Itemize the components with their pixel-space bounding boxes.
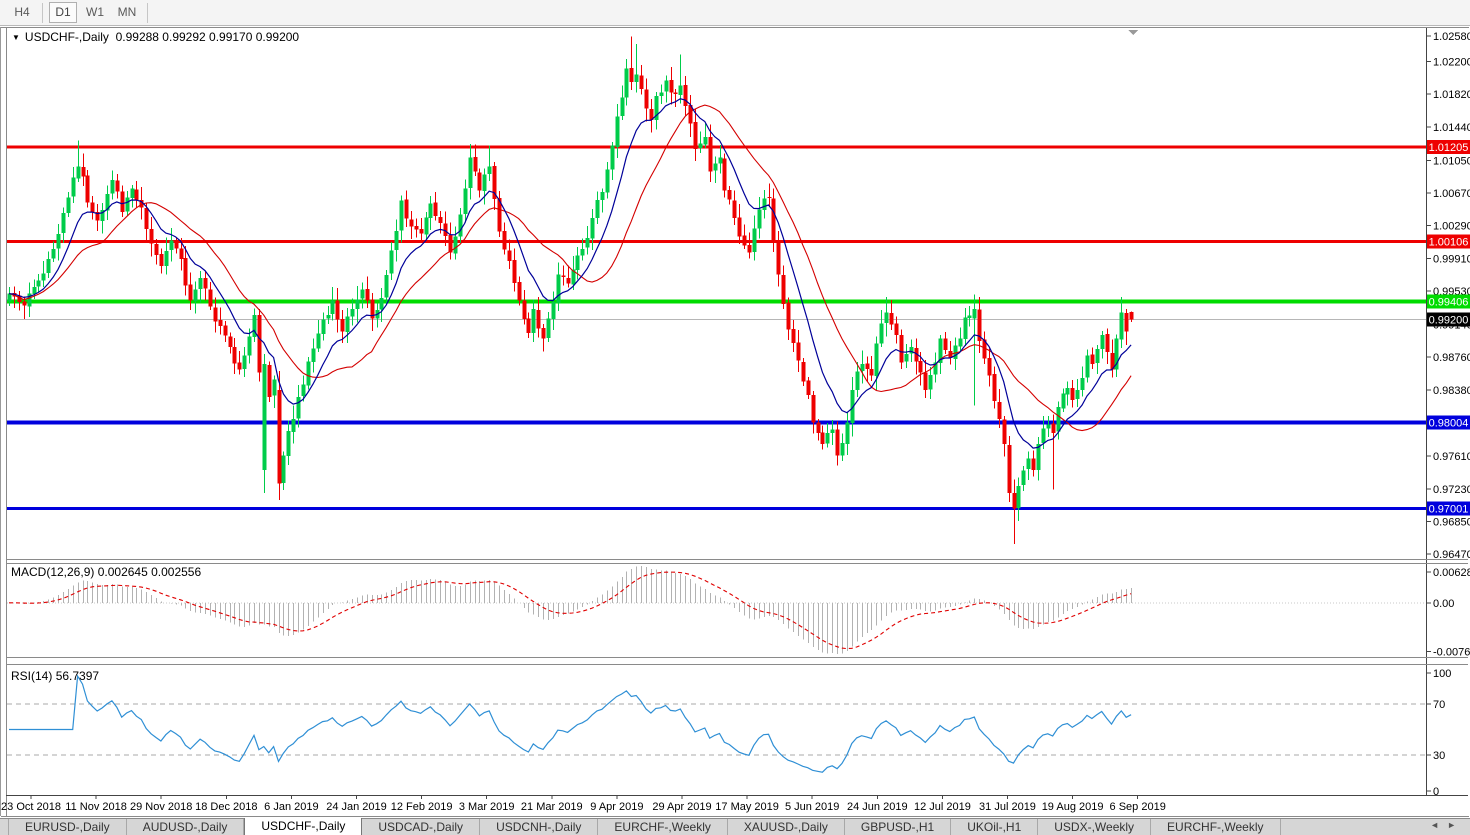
rsi-line [9,674,1132,773]
current-price-badge [1427,312,1470,327]
svg-text:29 Apr 2019: 29 Apr 2019 [652,801,711,813]
tab-scroll-left-icon[interactable]: ◄ [1430,820,1448,830]
chart-tab-GBPUSD-H1[interactable]: GBPUSD-,H1 [845,819,952,835]
svg-text:3 Mar 2019: 3 Mar 2019 [459,801,515,813]
rsi-indicator-label: RSI(14) 56.7397 [11,669,99,683]
chart-shift-marker-icon[interactable] [1128,30,1138,35]
svg-text:18 Dec 2018: 18 Dec 2018 [195,801,257,813]
timeframe-button-W1[interactable]: W1 [86,5,104,19]
svg-text:0.99910: 0.99910 [1433,253,1470,265]
svg-text:24 Jun 2019: 24 Jun 2019 [847,801,908,813]
chart-tab-USDCNH-Daily[interactable]: USDCNH-,Daily [480,819,599,835]
chart-tab-bar: EURUSD-,Daily AUDUSD-,Daily USDCHF-,Daily U… [0,818,1470,835]
rsi-value: 56.7397 [55,669,100,683]
svg-text:0.96470: 0.96470 [1433,549,1470,561]
tab-scroll-arrows: ◄► [1430,820,1464,830]
svg-text:11 Nov 2018: 11 Nov 2018 [65,801,127,813]
timeframe-button-MN[interactable]: MN [117,5,137,19]
svg-text:6 Jan 2019: 6 Jan 2019 [264,801,318,813]
svg-text:-0.00762: -0.00762 [1433,647,1470,659]
svg-text:0.97230: 0.97230 [1433,484,1470,496]
date-axis[interactable]: 23 Oct 2018 11 Nov 2018 29 Nov 2018 18 Dec … [1,795,1166,813]
svg-text:0.98004: 0.98004 [1429,417,1469,429]
svg-text:1.01440: 1.01440 [1433,122,1470,134]
svg-text:70: 70 [1433,699,1445,711]
svg-text:1.01820: 1.01820 [1433,89,1470,101]
macd-values: 0.002645 0.002556 [97,565,202,579]
svg-text:0.98760: 0.98760 [1433,352,1470,364]
svg-text:6 Sep 2019: 6 Sep 2019 [1110,801,1166,813]
chart-tab-XAUUSD-Daily[interactable]: XAUUSD-,Daily [728,819,845,835]
svg-text:0.96850: 0.96850 [1433,517,1470,529]
dropdown-arrow-icon[interactable]: ▼ [12,33,20,42]
price-level-badges: 1.01205 1.00106 0.99406 0.98004 0.97001 0.992… [1427,140,1470,516]
chart-symbol-period: USDCHF-,Daily [24,30,109,44]
svg-text:21 Mar 2019: 21 Mar 2019 [521,801,583,813]
toolbar-separator [42,2,43,23]
chart-tab-USDCHF-Daily[interactable]: USDCHF-,Daily [244,818,363,835]
timeframe-toolbar: H4 D1 W1 MN [0,0,1470,26]
macd-signal-line [9,571,1132,650]
chart-tab-EURUSD-Daily[interactable]: EURUSD-,Daily [8,819,127,835]
svg-text:0.97610: 0.97610 [1433,451,1470,463]
price-axis[interactable]: 1.02580 1.02200 1.01820 1.01440 1.01050 1.006… [1426,31,1470,798]
macd-panel [7,566,1426,654]
svg-text:0.98380: 0.98380 [1433,385,1470,397]
svg-text:0.97001: 0.97001 [1429,504,1469,516]
svg-text:9 Apr 2019: 9 Apr 2019 [590,801,643,813]
chart-graphics: 1.02580 1.02200 1.01820 1.01440 1.01050 1.006… [0,26,1470,823]
svg-text:12 Jul 2019: 12 Jul 2019 [914,801,971,813]
ma-fast-line [8,98,1132,449]
tab-scroll-right-icon[interactable]: ► [1447,820,1464,830]
toolbar-separator [147,2,148,23]
window-frame [0,27,1469,817]
svg-text:0.99406: 0.99406 [1429,297,1469,309]
rsi-panel [7,674,1426,773]
candlestick-series [7,36,1134,544]
chart-ohlc-values: 0.99288 0.99292 0.99170 0.99200 [115,30,300,44]
macd-name: MACD(12,26,9) [11,565,95,579]
svg-text:1.01205: 1.01205 [1429,142,1469,154]
chart-title: ▼ USDCHF-,Daily 0.99288 0.99292 0.99170 0… [12,30,299,44]
svg-text:5 Jun 2019: 5 Jun 2019 [785,801,839,813]
svg-text:1.00106: 1.00106 [1429,237,1469,249]
svg-text:0.006286: 0.006286 [1433,567,1470,579]
horizontal-level-lines[interactable] [7,145,1426,510]
chart-tab-UKOil-H1[interactable]: UKOil-,H1 [951,819,1039,835]
svg-text:0.99200: 0.99200 [1429,314,1469,326]
chart-tab-EURCHF-Weekly[interactable]: EURCHF-,Weekly [1151,819,1281,835]
svg-text:1.02200: 1.02200 [1433,56,1470,68]
svg-text:100: 100 [1433,668,1451,680]
svg-text:24 Jan 2019: 24 Jan 2019 [326,801,387,813]
svg-text:1.00290: 1.00290 [1433,221,1470,233]
svg-text:23 Oct 2018: 23 Oct 2018 [1,801,61,813]
svg-text:0.00: 0.00 [1433,598,1454,610]
chart-tab-USDCAD-Daily[interactable]: USDCAD-,Daily [362,819,481,835]
chart-window: 1.02580 1.02200 1.01820 1.01440 1.01050 1.006… [0,26,1470,818]
svg-text:1.00670: 1.00670 [1433,188,1470,200]
chart-tab-USDX-Weekly[interactable]: USDX-,Weekly [1038,819,1152,835]
macd-indicator-label: MACD(12,26,9) 0.002645 0.002556 [11,565,201,579]
svg-text:0: 0 [1433,786,1439,798]
rsi-name: RSI(14) [11,669,53,683]
svg-text:31 Jul 2019: 31 Jul 2019 [979,801,1036,813]
timeframe-button-D1[interactable]: D1 [49,2,77,23]
chart-tab-AUDUSD-Daily[interactable]: AUDUSD-,Daily [127,819,245,835]
svg-text:17 May 2019: 17 May 2019 [715,801,779,813]
svg-text:1.02580: 1.02580 [1433,31,1470,43]
timeframe-button-H4[interactable]: H4 [14,5,30,19]
svg-text:12 Feb 2019: 12 Feb 2019 [391,801,453,813]
svg-text:19 Aug 2019: 19 Aug 2019 [1042,801,1104,813]
chart-tab-EURCHF-Weekly[interactable]: EURCHF-,Weekly [598,819,728,835]
svg-text:30: 30 [1433,750,1445,762]
ma-slow-line [8,104,1132,432]
svg-text:29 Nov 2018: 29 Nov 2018 [130,801,192,813]
svg-text:1.01050: 1.01050 [1433,155,1470,167]
